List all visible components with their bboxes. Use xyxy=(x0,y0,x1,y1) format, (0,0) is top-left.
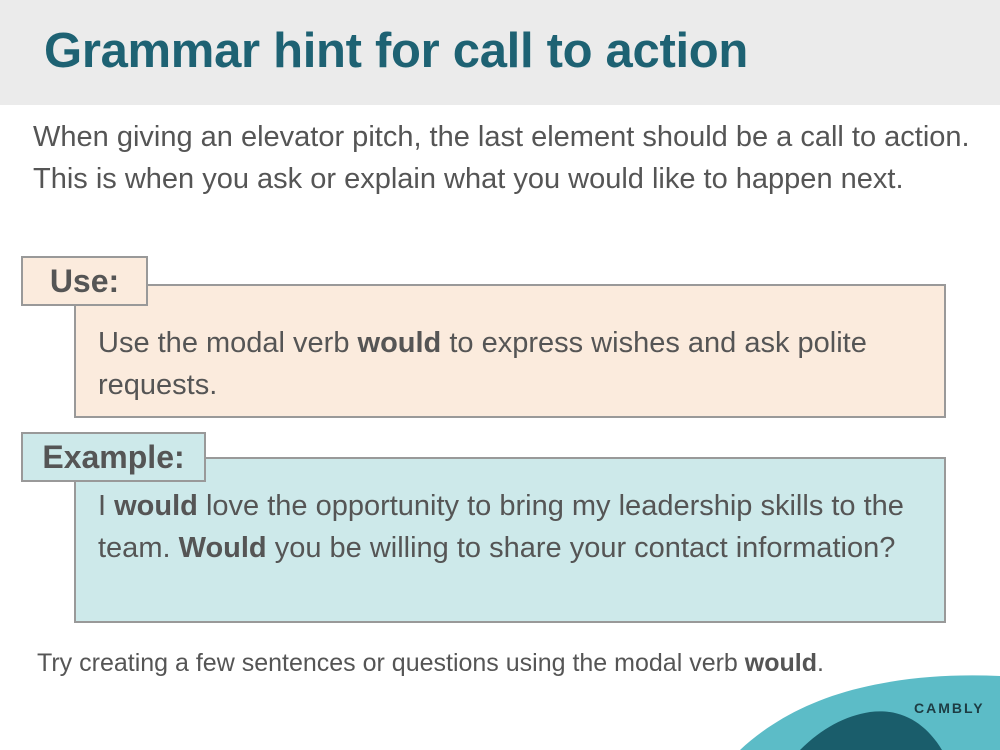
footer-note: Try creating a few sentences or question… xyxy=(37,647,824,679)
example-text-part: I xyxy=(98,490,115,522)
example-text-part: love the opportunity to bring my leaders… xyxy=(98,490,904,564)
example-box: I would love the opportunity to bring my… xyxy=(74,457,946,623)
example-text: I would love the opportunity to bring my… xyxy=(98,485,928,569)
slide-title: Grammar hint for call to action xyxy=(44,24,749,78)
wave-dark-shape xyxy=(800,711,942,750)
example-tag: Example: xyxy=(21,432,206,482)
use-text-part: to express wishes and ask polite request… xyxy=(98,327,867,401)
footer-note-bold: would xyxy=(744,649,817,677)
use-text: Use the modal verb would to express wish… xyxy=(98,322,928,406)
intro-paragraph: When giving an elevator pitch, the last … xyxy=(33,121,970,195)
use-text-part: Use the modal verb xyxy=(98,327,358,359)
footer-note-part: . xyxy=(817,649,824,677)
brand-logo: CAMBLY xyxy=(914,700,985,716)
use-text-bold: would xyxy=(357,327,442,359)
example-text-bold: would xyxy=(114,490,198,522)
example-text-part: you be willing to share your contact inf… xyxy=(266,532,896,564)
example-text-bold: Would xyxy=(178,532,267,564)
slide-header: Grammar hint for call to action xyxy=(0,0,1000,105)
use-tag: Use: xyxy=(21,256,148,306)
use-box: Use the modal verb would to express wish… xyxy=(74,284,946,418)
footer-note-part: Try creating a few sentences or question… xyxy=(37,649,745,677)
